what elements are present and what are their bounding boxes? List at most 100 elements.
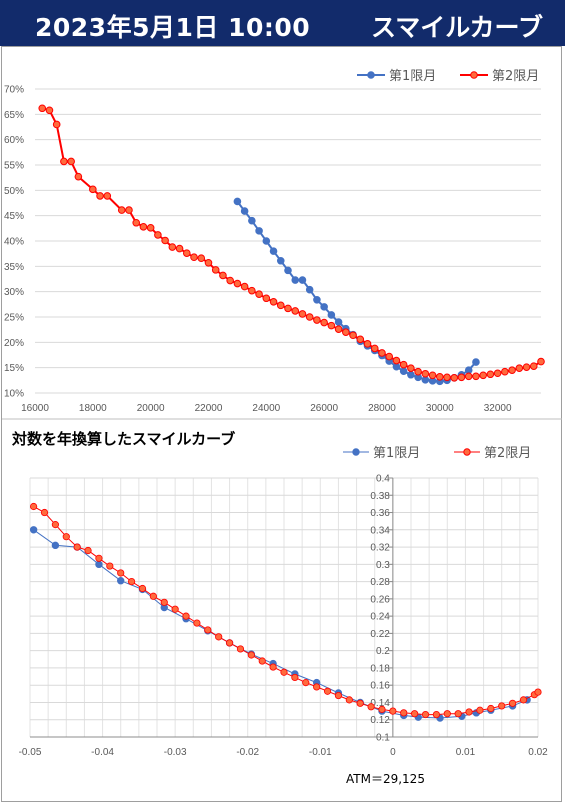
data-point	[486, 370, 495, 379]
data-point	[225, 639, 234, 647]
x-tick-label: -0.03	[164, 747, 187, 758]
data-point	[193, 619, 201, 627]
y-tick-label: 50%	[4, 186, 24, 197]
data-point	[40, 508, 49, 517]
data-point	[276, 301, 285, 310]
y-tick-label: 20%	[4, 338, 24, 349]
data-point	[443, 710, 451, 718]
data-point	[149, 592, 157, 600]
y-tick-label: 25%	[4, 313, 24, 324]
data-point	[51, 521, 60, 529]
data-point	[197, 254, 206, 263]
data-point	[247, 651, 255, 659]
data-point	[211, 266, 220, 274]
data-point	[349, 331, 357, 340]
series-line-1	[33, 529, 528, 719]
data-point	[476, 706, 484, 714]
y-tick-label: 0.4	[376, 474, 390, 485]
data-point	[84, 546, 92, 555]
data-point	[432, 710, 440, 719]
data-point	[240, 282, 249, 291]
data-point	[378, 349, 386, 357]
data-point	[248, 286, 256, 295]
data-point	[175, 244, 184, 253]
data-point	[269, 663, 277, 671]
y-tick-label: 0.32	[370, 543, 390, 554]
data-point	[411, 710, 419, 718]
data-point	[280, 668, 288, 676]
data-point	[103, 192, 112, 200]
page-title: スマイルカーブ	[370, 13, 543, 42]
data-point	[204, 258, 213, 267]
y-tick-label: 70%	[4, 85, 24, 96]
x-tick-label: -0.05	[19, 747, 42, 758]
data-point	[146, 224, 155, 232]
y-tick-label: 0.14	[370, 698, 390, 709]
data-point	[154, 231, 162, 239]
data-point	[226, 276, 234, 285]
y-tick-label: 0.36	[370, 508, 390, 519]
y-tick-label: 55%	[4, 161, 24, 172]
datetime-label: 2023年5月1日 10:00	[35, 13, 311, 42]
data-point	[291, 307, 300, 315]
data-point	[255, 227, 263, 235]
x-tick-label: 0.02	[528, 747, 548, 758]
data-point	[378, 705, 386, 713]
data-point	[240, 207, 249, 215]
x-tick-label: 26000	[310, 403, 338, 414]
data-point	[248, 216, 256, 225]
data-point	[125, 206, 133, 214]
data-point	[457, 373, 466, 382]
data-point	[182, 612, 190, 620]
data-point	[389, 707, 397, 715]
data-point	[472, 358, 480, 366]
data-point	[537, 357, 545, 366]
data-point	[400, 709, 408, 717]
data-point	[436, 372, 444, 381]
data-point	[363, 340, 372, 348]
data-point	[342, 328, 350, 337]
data-point	[498, 702, 506, 710]
y-tick-label: 45%	[4, 211, 24, 222]
data-point	[356, 699, 364, 707]
data-point	[464, 372, 473, 381]
data-point	[529, 362, 538, 370]
data-point	[161, 236, 169, 245]
data-point	[255, 290, 263, 299]
data-point	[73, 543, 81, 551]
data-point	[62, 533, 70, 541]
y-tick-label: 0.3	[376, 560, 390, 571]
data-point	[305, 285, 314, 294]
data-point	[128, 577, 136, 586]
data-point	[262, 294, 271, 303]
data-point	[320, 303, 328, 311]
data-point	[117, 577, 125, 585]
data-point	[472, 372, 480, 381]
y-tick-label: 0.34	[370, 525, 390, 536]
data-point	[313, 683, 321, 691]
legend-marker	[367, 71, 375, 79]
data-point	[327, 311, 336, 319]
data-point	[291, 673, 299, 682]
y-tick-label: 40%	[4, 237, 24, 248]
data-point	[262, 237, 271, 245]
data-point	[443, 373, 451, 382]
y-tick-label: 35%	[4, 262, 24, 273]
x-tick-label: -0.04	[91, 747, 114, 758]
data-point	[236, 645, 245, 653]
data-point	[106, 562, 114, 570]
data-point	[74, 172, 83, 181]
y-tick-label: 0.22	[370, 629, 390, 640]
y-tick-label: 0.12	[370, 715, 390, 726]
y-tick-label: 0.28	[370, 577, 390, 588]
data-point	[160, 598, 168, 606]
y-tick-label: 0.24	[370, 612, 390, 623]
data-point	[327, 321, 336, 330]
x-tick-label: -0.02	[236, 747, 259, 758]
data-point	[117, 206, 126, 214]
data-point	[414, 367, 422, 376]
x-tick-label: 18000	[79, 403, 107, 414]
data-point	[428, 371, 437, 380]
data-point	[367, 703, 375, 711]
legend-label: 第1限月	[373, 446, 420, 461]
